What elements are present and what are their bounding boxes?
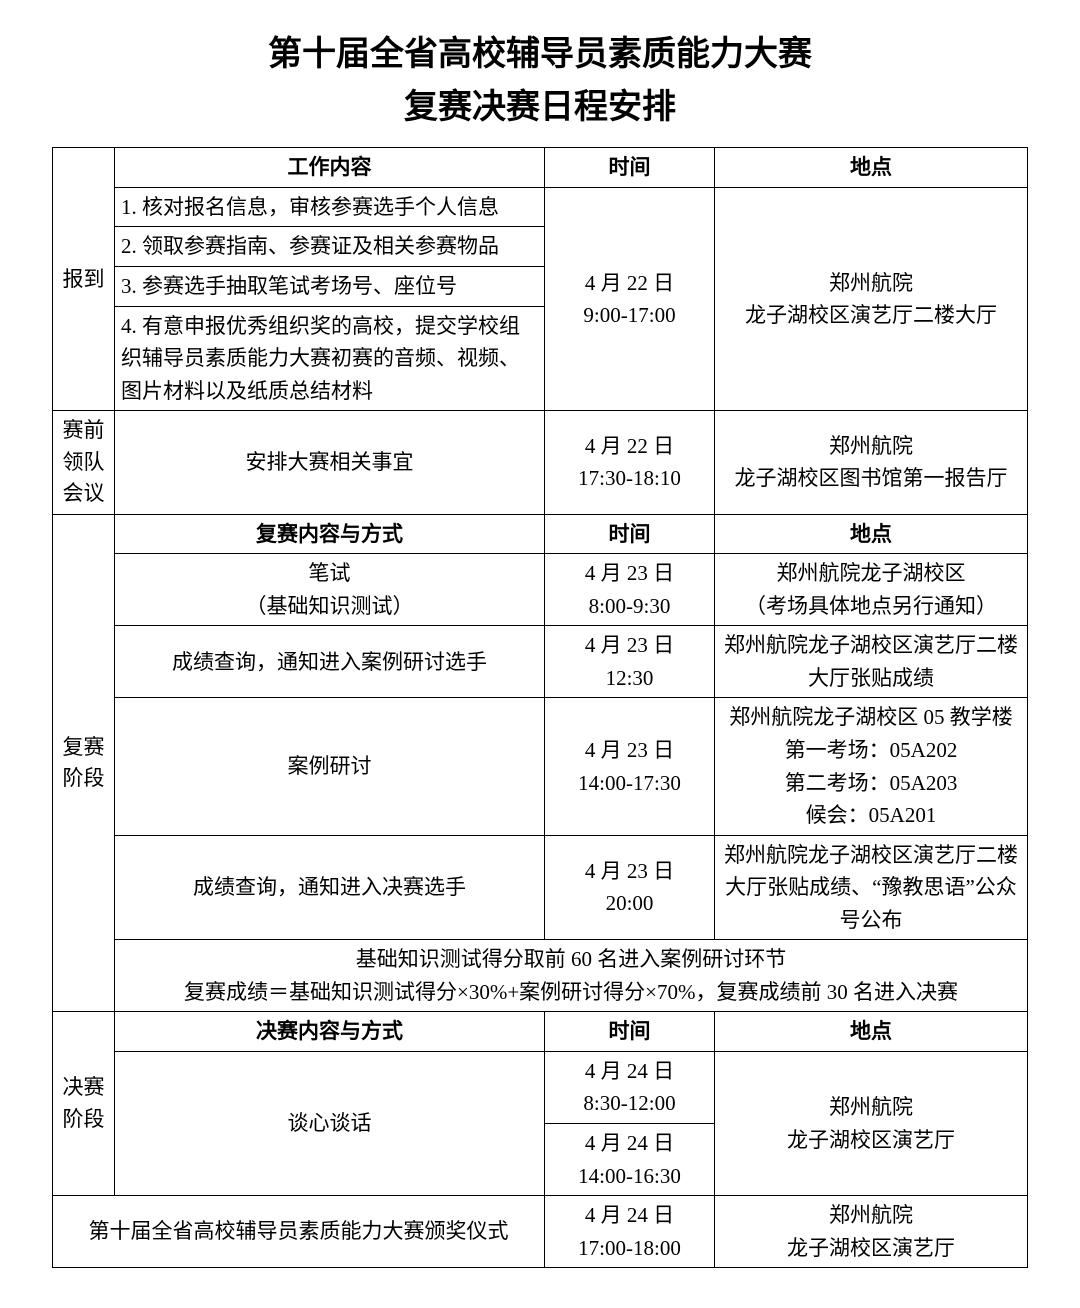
header-work-content: 工作内容 [115,148,545,188]
semi-r2-place: 郑州航院龙子湖校区演艺厅二楼大厅张贴成绩 [715,626,1028,698]
semi-note: 基础知识测试得分取前 60 名进入案例研讨环节复赛成绩＝基础知识测试得分×30%… [115,940,1028,1012]
section-label-checkin: 报到 [53,148,115,411]
checkin-time: 4 月 22 日9:00-17:00 [545,187,715,410]
table-row: 成绩查询，通知进入案例研讨选手 4 月 23 日12:30 郑州航院龙子湖校区演… [53,626,1028,698]
semi-r1-time: 4 月 23 日8:00-9:30 [545,554,715,626]
section-label-final: 决赛阶段 [53,1012,115,1196]
semi-r4-place: 郑州航院龙子湖校区演艺厅二楼大厅张贴成绩、“豫教思语”公众号公布 [715,835,1028,940]
table-row: 基础知识测试得分取前 60 名进入案例研讨环节复赛成绩＝基础知识测试得分×30%… [53,940,1028,1012]
table-row: 报到 工作内容 时间 地点 [53,148,1028,188]
header-time: 时间 [545,148,715,188]
award-place: 郑州航院龙子湖校区演艺厅 [715,1196,1028,1268]
table-row: 决赛阶段 决赛内容与方式 时间 地点 [53,1012,1028,1052]
title-line-2: 复赛决赛日程安排 [404,88,676,126]
semi-r4-time: 4 月 23 日20:00 [545,835,715,940]
table-row: 第十届全省高校辅导员素质能力大赛颁奖仪式 4 月 24 日17:00-18:00… [53,1196,1028,1268]
section-label-preleader: 赛前领队会议 [53,411,115,515]
semi-r1-content: 笔试（基础知识测试） [115,554,545,626]
preleader-place: 郑州航院龙子湖校区图书馆第一报告厅 [715,411,1028,515]
table-row: 笔试（基础知识测试） 4 月 23 日8:00-9:30 郑州航院龙子湖校区（考… [53,554,1028,626]
semi-r2-time: 4 月 23 日12:30 [545,626,715,698]
award-content: 第十届全省高校辅导员素质能力大赛颁奖仪式 [53,1196,545,1268]
preleader-time: 4 月 22 日17:30-18:10 [545,411,715,515]
header-place: 地点 [715,1012,1028,1052]
section-label-semi: 复赛阶段 [53,514,115,1012]
header-final-content: 决赛内容与方式 [115,1012,545,1052]
table-row: 1. 核对报名信息，审核参赛选手个人信息 4 月 22 日9:00-17:00 … [53,187,1028,227]
checkin-place: 郑州航院龙子湖校区演艺厅二楼大厅 [715,187,1028,410]
semi-r1-place: 郑州航院龙子湖校区（考场具体地点另行通知） [715,554,1028,626]
semi-r3-time: 4 月 23 日14:00-17:30 [545,698,715,835]
table-row: 案例研讨 4 月 23 日14:00-17:30 郑州航院龙子湖校区 05 教学… [53,698,1028,835]
final-content: 谈心谈话 [115,1051,545,1195]
header-semi-content: 复赛内容与方式 [115,514,545,554]
semi-r4-content: 成绩查询，通知进入决赛选手 [115,835,545,940]
final-time-1: 4 月 24 日8:30-12:00 [545,1051,715,1123]
table-row: 谈心谈话 4 月 24 日8:30-12:00 郑州航院龙子湖校区演艺厅 [53,1051,1028,1123]
checkin-item-3: 3. 参赛选手抽取笔试考场号、座位号 [115,267,545,307]
checkin-item-1: 1. 核对报名信息，审核参赛选手个人信息 [115,187,545,227]
header-time: 时间 [545,514,715,554]
semi-r3-content: 案例研讨 [115,698,545,835]
table-row: 成绩查询，通知进入决赛选手 4 月 23 日20:00 郑州航院龙子湖校区演艺厅… [53,835,1028,940]
checkin-item-4: 4. 有意申报优秀组织奖的高校，提交学校组织辅导员素质能力大赛初赛的音频、视频、… [115,306,545,411]
final-place: 郑州航院龙子湖校区演艺厅 [715,1051,1028,1195]
header-place: 地点 [715,514,1028,554]
schedule-table: 报到 工作内容 时间 地点 1. 核对报名信息，审核参赛选手个人信息 4 月 2… [52,147,1028,1268]
title-line-1: 第十届全省高校辅导员素质能力大赛 [268,35,812,73]
page: 第十届全省高校辅导员素质能力大赛 复赛决赛日程安排 报到 工作内容 时间 地点 … [0,0,1080,1308]
award-time: 4 月 24 日17:00-18:00 [545,1196,715,1268]
semi-r2-content: 成绩查询，通知进入案例研讨选手 [115,626,545,698]
header-time: 时间 [545,1012,715,1052]
doc-title: 第十届全省高校辅导员素质能力大赛 复赛决赛日程安排 [52,28,1028,133]
table-row: 赛前领队会议 安排大赛相关事宜 4 月 22 日17:30-18:10 郑州航院… [53,411,1028,515]
table-row: 复赛阶段 复赛内容与方式 时间 地点 [53,514,1028,554]
final-time-2: 4 月 24 日14:00-16:30 [545,1124,715,1196]
header-place: 地点 [715,148,1028,188]
checkin-item-2: 2. 领取参赛指南、参赛证及相关参赛物品 [115,227,545,267]
semi-r3-place: 郑州航院龙子湖校区 05 教学楼第一考场：05A202第二考场：05A203候会… [715,698,1028,835]
preleader-content: 安排大赛相关事宜 [115,411,545,515]
